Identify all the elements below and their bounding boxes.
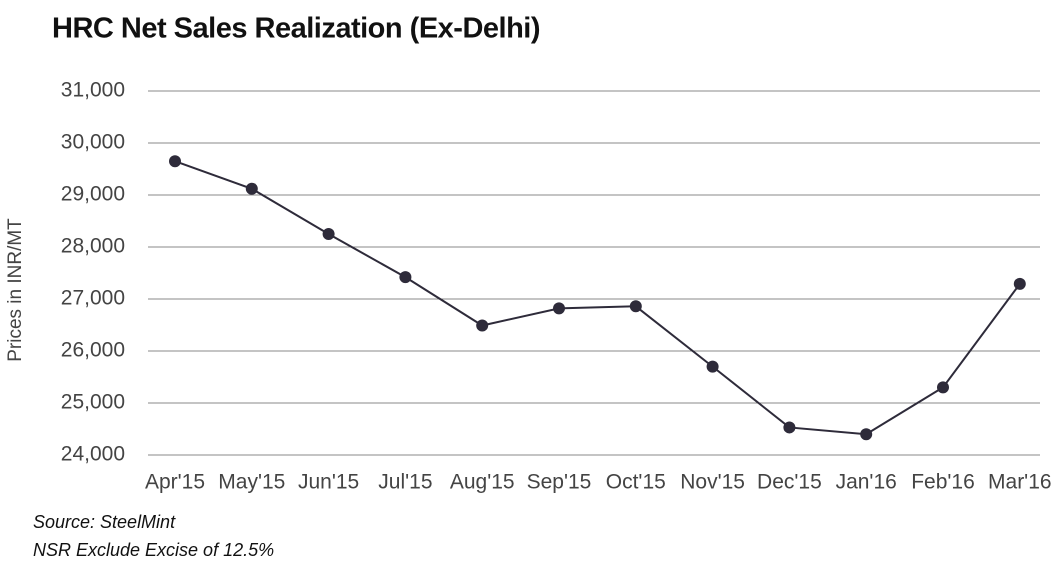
x-tick-label: Mar'16 <box>988 471 1052 494</box>
line <box>174 160 1021 436</box>
x-tick-label: May'15 <box>218 471 285 494</box>
x-tick-label: Jul'15 <box>378 471 432 494</box>
data-point <box>706 360 719 373</box>
data-point <box>399 271 412 284</box>
y-tick-label: 30,000 <box>61 131 125 154</box>
y-tick-label: 26,000 <box>61 339 125 362</box>
data-point <box>553 302 565 315</box>
y-tick-label: 24,000 <box>61 443 125 466</box>
y-tick-label: 27,000 <box>61 287 125 310</box>
y-tick-label: 28,000 <box>61 235 125 258</box>
x-tick-label: Aug'15 <box>450 471 515 494</box>
data-point <box>322 228 335 240</box>
source-note: NSR Exclude Excise of 12.5% <box>33 540 274 560</box>
data-point <box>169 155 181 168</box>
x-tick-label: Dec'15 <box>757 471 822 494</box>
chart-title: HRC Net Sales Realization (Ex-Delhi) <box>52 13 540 45</box>
x-tick-label: Sep'15 <box>527 471 592 494</box>
source-note: Source: SteelMint <box>33 512 176 532</box>
data-point <box>860 428 873 441</box>
x-tick-label: Apr'15 <box>145 471 205 494</box>
x-tick-label: Feb'16 <box>911 471 975 494</box>
y-axis-label: Prices in INR/MT <box>5 218 26 362</box>
x-tick-label: Oct'15 <box>606 471 666 494</box>
y-tick-label: 29,000 <box>61 183 125 206</box>
data-point <box>1013 277 1026 290</box>
data-point <box>937 381 949 394</box>
y-tick-label: 25,000 <box>61 391 125 414</box>
x-tick-label: Jan'16 <box>836 471 897 494</box>
data-point <box>783 421 796 434</box>
y-tick-label: 31,000 <box>61 79 125 102</box>
data-point <box>629 300 642 313</box>
data-point <box>476 319 489 332</box>
data-point <box>245 182 258 195</box>
x-tick-label: Jun'15 <box>298 471 359 494</box>
x-tick-label: Nov'15 <box>680 471 745 494</box>
